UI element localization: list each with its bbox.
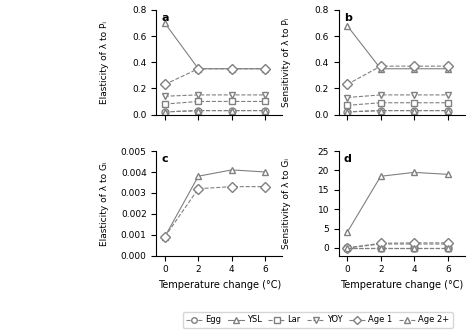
Text: b: b: [344, 13, 352, 23]
Legend: Egg, YSL, Lar, YOY, Age 1, Age 2+: Egg, YSL, Lar, YOY, Age 1, Age 2+: [182, 312, 453, 328]
X-axis label: Temperature change (°C): Temperature change (°C): [158, 280, 281, 290]
Text: c: c: [162, 154, 168, 164]
Y-axis label: Sensitivity of λ to Pᵢ: Sensitivity of λ to Pᵢ: [282, 18, 291, 107]
Text: a: a: [162, 13, 169, 23]
Y-axis label: Sensitivity of λ to Gᵢ: Sensitivity of λ to Gᵢ: [282, 158, 291, 249]
Y-axis label: Elasticity of λ to Pᵢ: Elasticity of λ to Pᵢ: [100, 21, 109, 104]
Y-axis label: Elasticity of λ to Gᵢ: Elasticity of λ to Gᵢ: [100, 161, 109, 246]
X-axis label: Temperature change (°C): Temperature change (°C): [340, 280, 463, 290]
Text: d: d: [344, 154, 352, 164]
